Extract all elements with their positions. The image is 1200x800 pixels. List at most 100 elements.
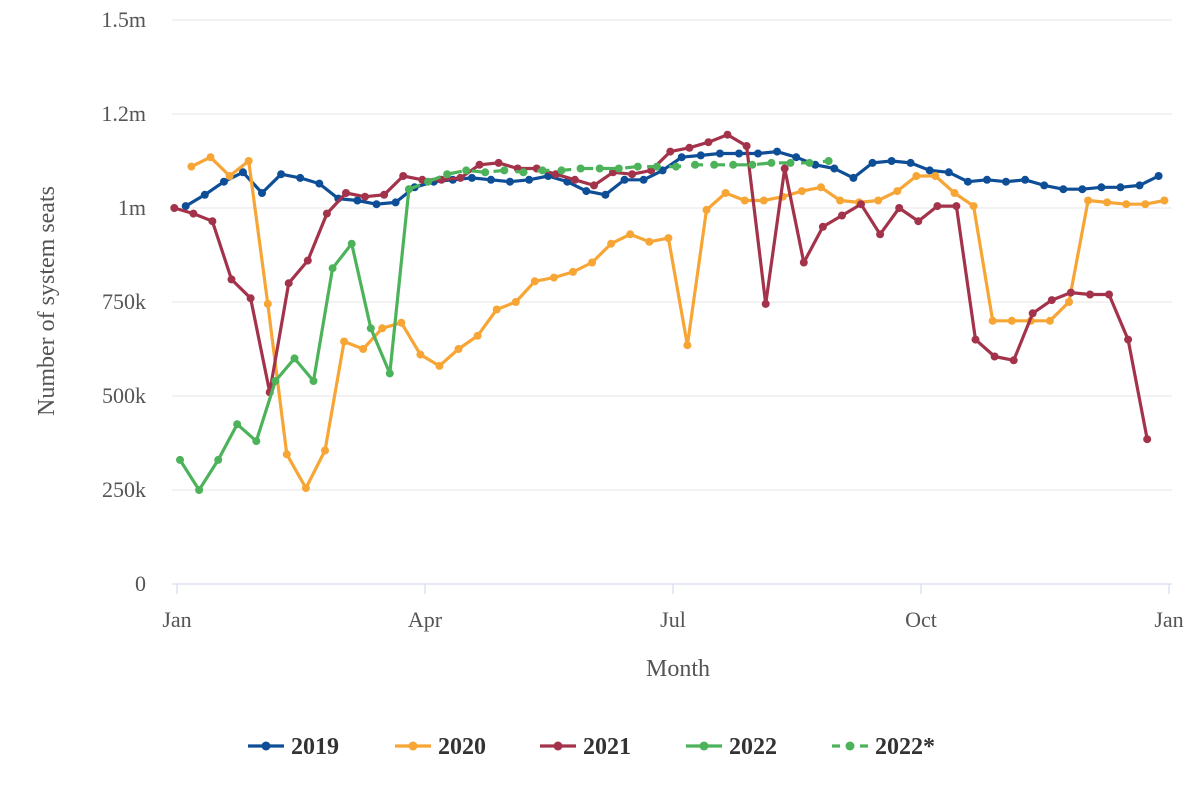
data-point <box>366 324 375 333</box>
data-point <box>424 177 432 186</box>
x-tick-label: Jan <box>1154 607 1183 632</box>
y-tick-label: 1.5m <box>101 7 146 32</box>
series-2019 <box>181 147 1163 211</box>
data-point <box>767 158 776 167</box>
data-point <box>1007 316 1016 325</box>
data-point <box>1084 196 1093 205</box>
x-tick-label: Oct <box>905 607 937 632</box>
data-point <box>340 337 349 346</box>
y-tick-label: 250k <box>102 477 146 502</box>
data-point <box>1086 290 1094 299</box>
data-point <box>582 187 591 196</box>
legend-symbol-marker <box>553 741 563 751</box>
legend-item-2020[interactable]: 2020 <box>395 734 486 760</box>
data-point <box>1122 200 1131 209</box>
legend-symbol-marker <box>845 741 855 751</box>
data-point <box>595 164 604 173</box>
x-tick-label: Jan <box>162 607 191 632</box>
data-point <box>506 177 514 186</box>
data-point <box>780 164 789 173</box>
data-point <box>652 162 661 171</box>
data-point <box>799 258 808 267</box>
data-point <box>704 138 713 147</box>
series-layer <box>170 130 1169 494</box>
data-point <box>925 166 934 175</box>
data-point <box>399 172 408 180</box>
data-point <box>1124 335 1133 344</box>
y-tick-label: 500k <box>102 383 146 408</box>
data-point <box>683 341 692 350</box>
data-point <box>1021 175 1030 184</box>
data-point <box>933 202 942 211</box>
data-point <box>200 190 209 199</box>
data-point <box>181 202 190 211</box>
data-point <box>609 168 617 177</box>
data-point <box>1002 177 1010 186</box>
legend-item-2021[interactable]: 2021 <box>540 734 631 760</box>
data-point <box>1143 435 1152 444</box>
data-point <box>818 222 827 231</box>
y-tick-label: 1m <box>118 195 146 220</box>
data-point <box>263 299 272 308</box>
data-point <box>296 173 305 182</box>
y-tick-label: 750k <box>102 289 146 314</box>
data-point <box>328 264 337 273</box>
data-point <box>759 196 768 205</box>
data-point <box>170 204 179 212</box>
series-line-2022-projected <box>408 159 829 191</box>
data-point <box>838 211 846 220</box>
data-point <box>397 318 406 327</box>
x-axis: Jan Apr Jul Oct Jan <box>162 583 1184 632</box>
data-point <box>1160 196 1169 205</box>
data-point <box>385 369 394 378</box>
data-point <box>473 331 482 340</box>
data-point <box>893 187 902 196</box>
legend-label: 2021 <box>583 734 631 760</box>
data-point <box>557 166 566 175</box>
series-line-2020 <box>189 155 1167 490</box>
legend-symbol-marker <box>408 741 418 751</box>
data-point <box>906 158 915 167</box>
data-point <box>462 166 471 175</box>
data-point <box>740 196 749 205</box>
data-point <box>271 377 280 385</box>
legend-label: 2022* <box>875 734 935 760</box>
data-point <box>988 316 997 325</box>
data-point <box>195 486 204 494</box>
data-point <box>290 354 299 363</box>
data-point <box>895 204 904 212</box>
data-point <box>754 149 762 158</box>
data-point <box>206 153 215 162</box>
data-point <box>481 168 490 177</box>
data-point <box>666 147 675 156</box>
legend-item-2019[interactable]: 2019 <box>248 734 339 760</box>
data-point <box>322 209 331 218</box>
data-point <box>1141 200 1150 209</box>
y-tick-label: 0 <box>135 571 146 596</box>
legend-item-2022[interactable]: 2022 <box>686 734 777 760</box>
series-line-2021 <box>172 133 1149 441</box>
data-point <box>645 237 654 246</box>
series-2022 <box>176 185 413 494</box>
legend-symbol-marker <box>699 741 709 751</box>
data-point <box>912 172 921 180</box>
data-point <box>969 202 978 211</box>
data-point <box>1105 290 1113 299</box>
data-point <box>372 200 381 209</box>
data-point <box>664 234 673 243</box>
data-point <box>658 166 667 175</box>
legend-label: 2020 <box>438 734 486 760</box>
legend-item-2022-projected[interactable]: 2022* <box>832 734 935 760</box>
data-point <box>952 202 961 211</box>
data-point <box>569 267 577 276</box>
data-point <box>301 484 310 493</box>
data-point <box>208 217 217 226</box>
data-point <box>443 170 452 179</box>
data-point <box>628 170 637 179</box>
data-point <box>887 157 896 165</box>
data-point <box>677 153 686 162</box>
data-point <box>378 324 387 333</box>
data-point <box>710 160 719 169</box>
data-point <box>971 335 980 344</box>
